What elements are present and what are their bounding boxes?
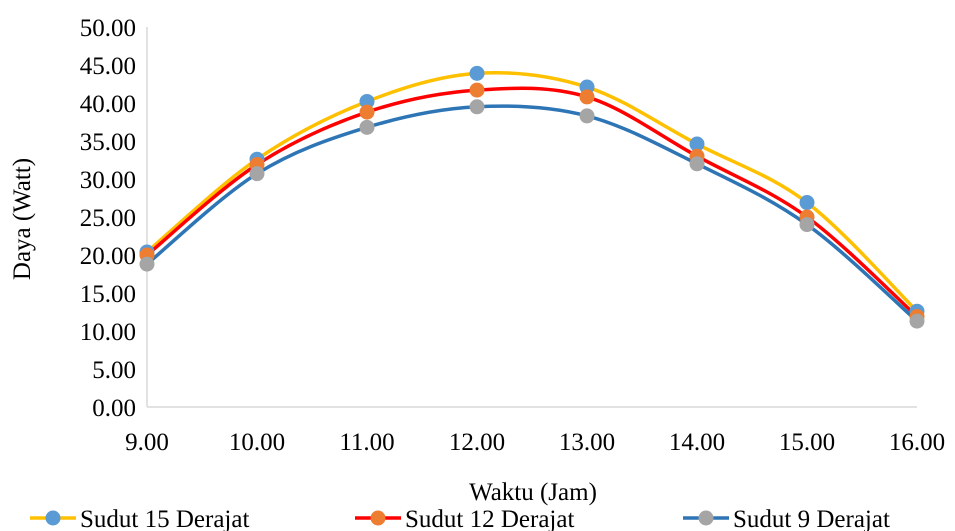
y-tick-label: 0.00 [92,395,136,422]
data-point [139,256,155,272]
legend-label: Sudut 9 Derajat [733,506,890,531]
legend-label: Sudut 15 Derajat [80,506,249,531]
y-tick-label: 5.00 [92,357,136,384]
axes [146,27,917,408]
series-lines [145,70,919,323]
y-axis-title: Daya (Watt) [9,158,36,280]
data-point [689,156,705,172]
legend-marker-swatch [45,510,61,526]
data-point [469,99,485,115]
x-tick-label: 9.00 [125,429,169,456]
x-axis-title: Waktu (Jam) [469,479,597,506]
y-tick-label: 40.00 [80,91,136,118]
legend-marker-swatch [698,510,714,526]
legend-marker-swatch [370,510,386,526]
legend: Sudut 15 Derajat Sudut 12 Derajat Sudut 9 … [30,506,890,531]
data-point [359,119,375,135]
y-tick-label: 30.00 [80,167,136,194]
x-tick-label: 14.00 [669,429,725,456]
x-tick-label: 10.00 [229,429,285,456]
series-markers [139,65,925,329]
y-tick-label: 15.00 [80,281,136,308]
data-point [579,89,595,105]
data-point [689,136,705,152]
legend-label: Sudut 12 Derajat [405,506,574,531]
data-point [469,65,485,81]
y-tick-label: 50.00 [80,15,136,42]
x-tick-label: 11.00 [339,429,394,456]
y-tick-label: 10.00 [80,319,136,346]
x-tick-label: 13.00 [559,429,615,456]
data-point [359,93,375,109]
tick-labels: 0.00 5.00 10.00 15.00 20.00 25.00 30.00 35.00 40… [80,15,945,456]
y-tick-label: 25.00 [80,205,136,232]
data-point [799,195,815,211]
data-point [799,217,815,233]
x-tick-label: 15.00 [779,429,835,456]
y-tick-label: 20.00 [80,243,136,270]
data-point [249,166,265,182]
x-tick-label: 16.00 [889,429,945,456]
x-tick-label: 12.00 [449,429,505,456]
data-point [469,82,485,98]
y-tick-label: 45.00 [80,53,136,80]
data-point [579,108,595,124]
data-point [359,104,375,120]
data-point [909,313,925,329]
y-tick-label: 35.00 [80,129,136,156]
